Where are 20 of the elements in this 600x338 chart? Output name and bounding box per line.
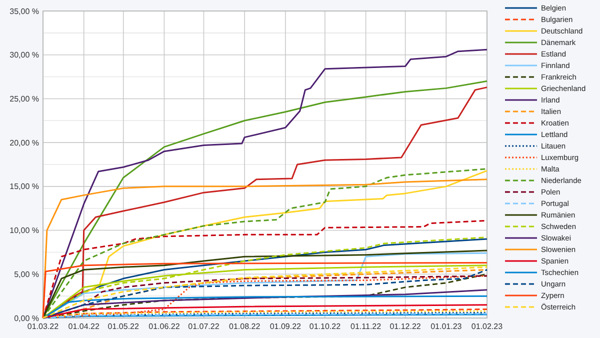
y-tick-label: 15,00 % [10, 182, 39, 192]
x-tick-label: 01.03.22 [27, 322, 60, 331]
x-tick-label: 01.02.23 [471, 322, 504, 331]
y-tick-label: 30,00 % [10, 50, 39, 60]
x-tick-label: 01.11.22 [350, 322, 382, 331]
x-tick-label: 01.08.22 [229, 322, 261, 331]
y-tick-label: 25,00 % [10, 94, 39, 104]
x-tick-label: 01.06.22 [148, 322, 180, 331]
y-tick-label: 20,00 % [10, 138, 39, 148]
x-tick-label: 01.09.22 [270, 322, 302, 331]
y-tick-label: 5,00 % [14, 270, 39, 279]
y-tick-label: 10,00 % [10, 226, 39, 236]
y-tick-label: 35,00 % [10, 6, 39, 16]
x-tick-label: 01.12.22 [390, 322, 422, 331]
x-tick-label: 01.04.22 [68, 322, 100, 331]
x-tick-label: 01.01.23 [430, 322, 462, 331]
x-tick-label: 01.05.22 [108, 322, 140, 331]
y-tick-label: 0,00 % [14, 314, 39, 323]
x-tick-label: 01.07.22 [188, 322, 220, 331]
x-tick-label: 01.10.22 [309, 322, 342, 331]
